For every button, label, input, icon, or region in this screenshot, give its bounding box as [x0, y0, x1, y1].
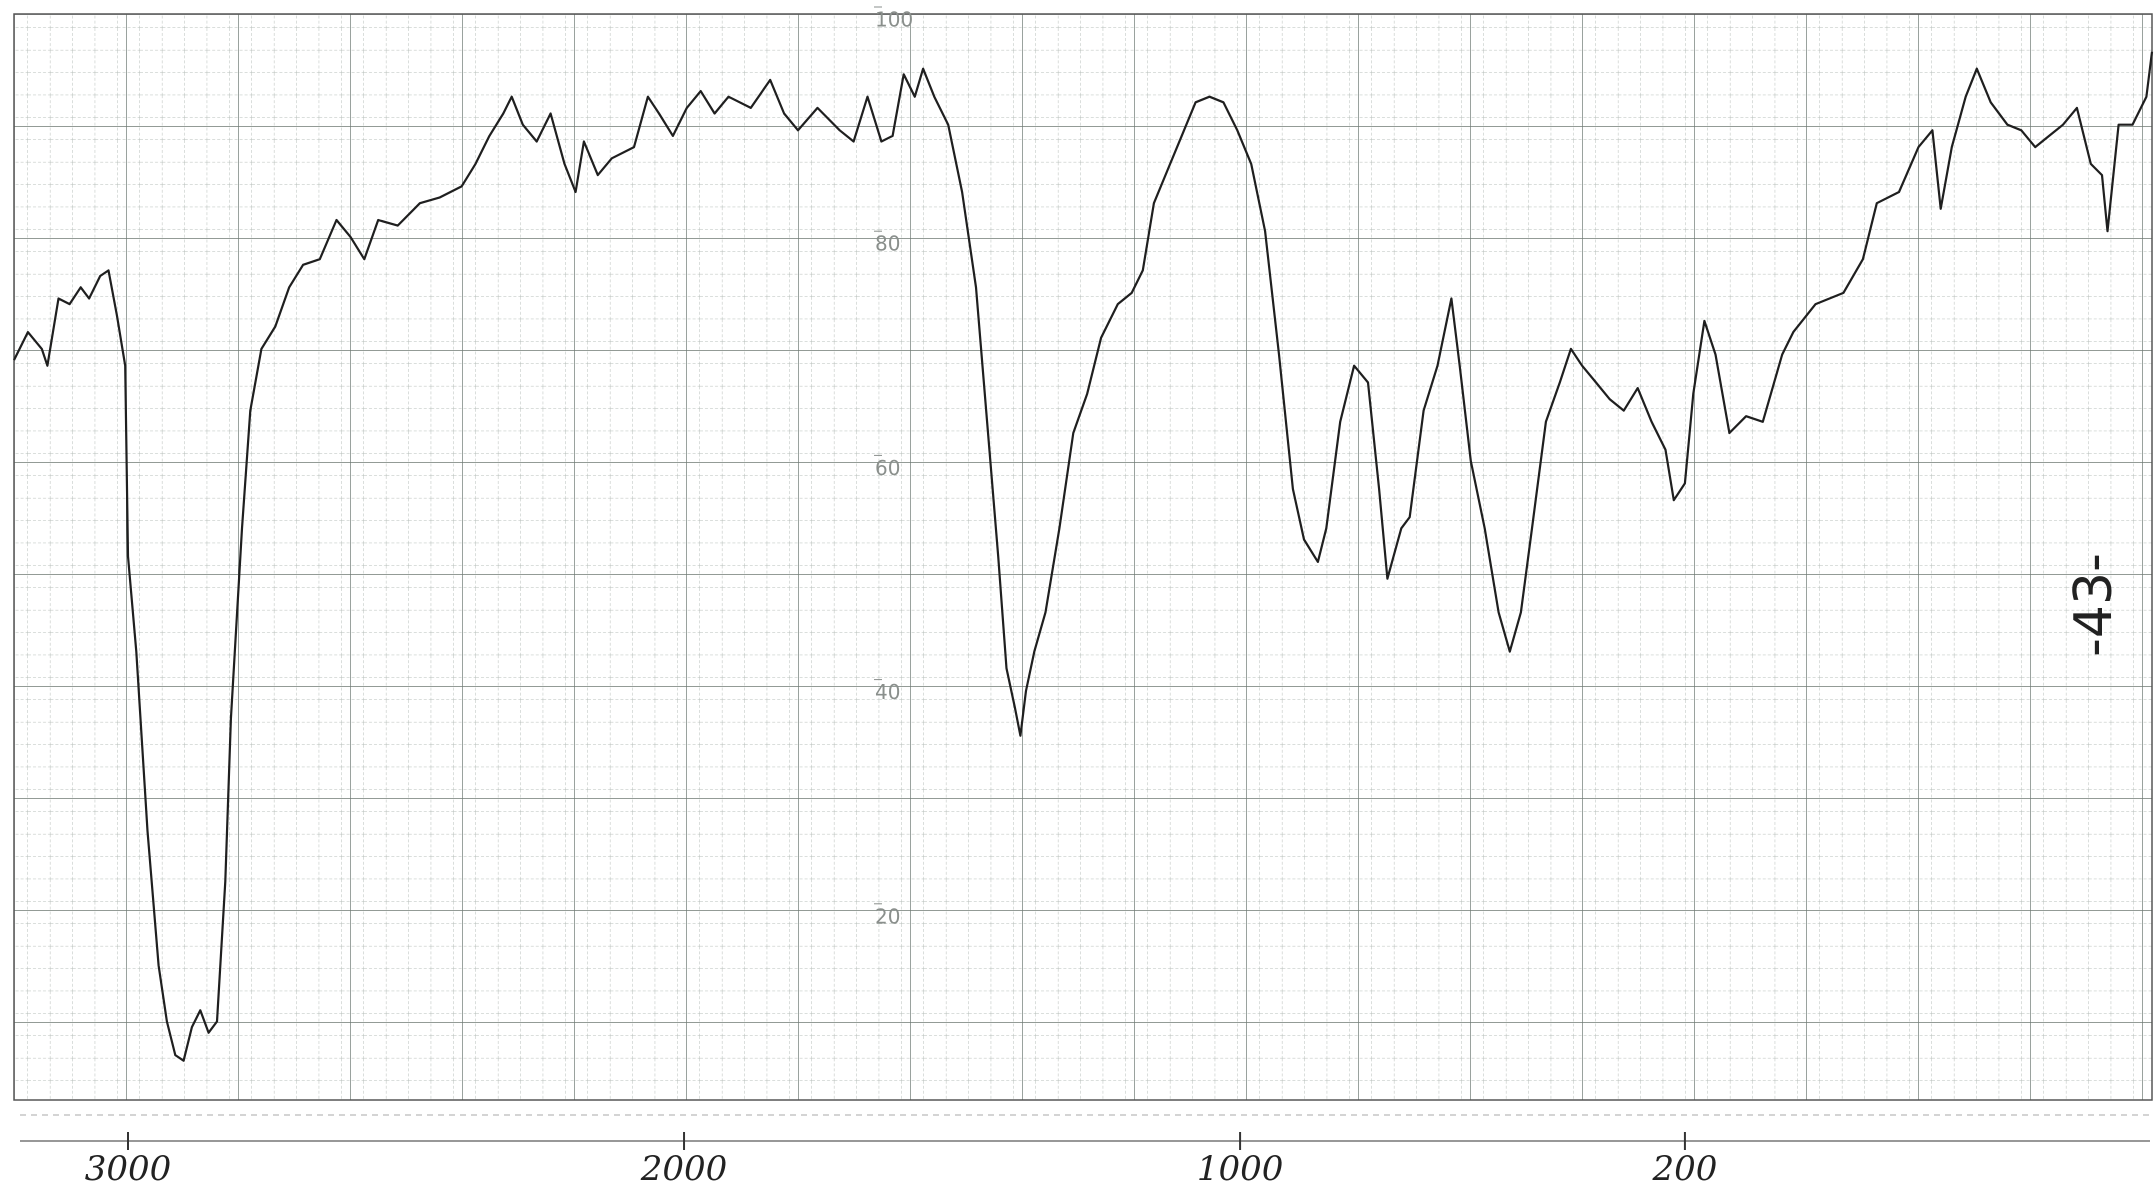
spectrum-line — [13, 51, 2154, 1062]
y-tick-label: 20 — [875, 904, 900, 928]
y-tick-label: 100 — [875, 8, 913, 32]
x-tick-label: 1000 — [1197, 1149, 1284, 1189]
x-tick-label: 3000 — [85, 1149, 172, 1189]
x-tick-label: 2000 — [640, 1149, 728, 1189]
y-tick-label: 80 — [875, 232, 900, 256]
annotation: -43- — [2064, 553, 2124, 657]
y-tick-label: 60 — [875, 456, 900, 480]
y-tick-label: 40 — [875, 680, 900, 704]
plot-frame — [13, 13, 2153, 1101]
x-tick-label: 200 — [1651, 1149, 1717, 1189]
graph-paper — [14, 14, 2152, 1100]
